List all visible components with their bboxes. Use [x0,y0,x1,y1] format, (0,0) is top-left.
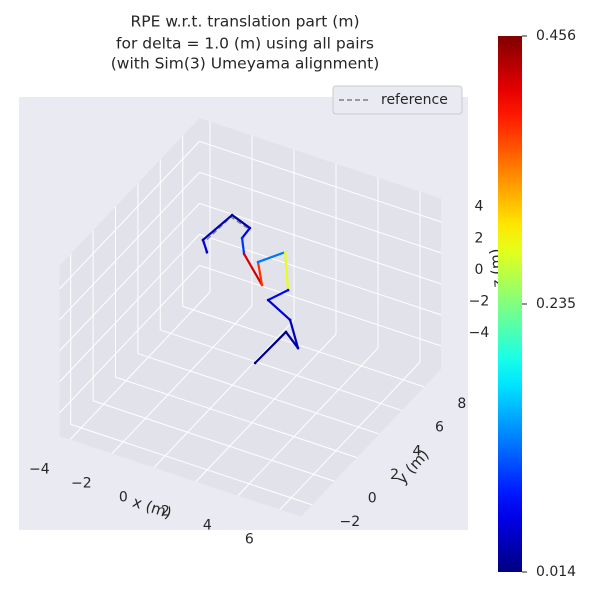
grid-line [279,361,421,510]
trajectory-segment [256,260,264,287]
colorbar-axis: 0.014 0.235 0.456 [522,28,576,580]
chart-title: RPE w.r.t. translation part (m) [130,13,359,31]
x-tick-label: −2 [71,476,92,492]
y-tick-label: −2 [339,514,360,530]
grid-line [199,140,442,223]
trajectory-segment [267,288,290,302]
trajectory-point [288,318,292,322]
y-tick-label: 2 [390,467,399,483]
grid-line [153,319,295,468]
z-tick-label: 4 [475,199,484,215]
trajectory-segment [240,236,246,256]
trajectory-segment [253,330,288,365]
trajectory-segment [284,330,300,350]
trajectory-segment [240,226,252,240]
trajectory-point [286,288,290,292]
trajectory-point [296,346,300,350]
grid-line [160,329,402,411]
trajectory-point [230,213,234,217]
grid-line [137,353,380,435]
trajectory-point [248,226,252,230]
grid-line [59,141,200,290]
trajectory-segment [284,251,290,292]
grid-line [59,172,200,321]
y-tick-label: 4 [413,443,422,459]
x-tick-label: 2 [161,504,170,520]
grid-line [199,264,442,347]
trajectory-segment [231,213,252,230]
grid-line [195,333,337,482]
trajectory-point [256,260,260,264]
grid-line [199,202,442,285]
trajectory-point [205,250,209,254]
z-tick-label: 0 [475,262,484,278]
legend: reference [332,85,463,115]
grid-line [92,400,335,482]
grid-line [182,305,425,388]
grid-line [237,347,379,496]
trajectory-segment [201,238,209,254]
chart-subtitle: for delta = 1.0 (m) using all pairs [116,35,374,53]
grid-line [70,423,313,506]
trajectory-segment [267,298,292,322]
grid-line [69,291,211,440]
trajectory-point [253,361,257,365]
grid-line [59,265,200,414]
trajectory-segment [201,213,234,242]
reference-line [203,216,250,255]
y-tick-label: 8 [457,396,466,412]
trajectory-segment [256,251,287,264]
trajectory-point [242,252,246,256]
x-tick-label: 4 [203,518,212,534]
colorbar [498,36,522,572]
colorbar-tick-label: 0.456 [536,28,576,44]
chart-subtitle: (with Sim(3) Umeyama alignment) [111,55,380,73]
trajectory-segment [289,318,300,350]
legend-label: reference [381,92,448,108]
pane [59,288,441,517]
grid-line [199,171,442,254]
grid-line [199,233,442,316]
z-tick-label: 2 [475,230,484,246]
trajectory-point [240,236,244,240]
grid-line [111,305,253,454]
x-tick-label: 0 [119,490,128,506]
trajectory-point [284,330,288,334]
y-tick-label: 0 [368,490,377,506]
trajectory-point [283,250,287,254]
trajectory-segment [242,252,264,287]
grid-line [59,203,200,352]
grid-line [59,234,200,383]
trajectory-point [266,298,270,302]
legend-box [332,85,463,115]
z-tick-label: −2 [469,294,490,310]
colorbar-tick-label: 0.014 [536,564,576,580]
trajectory-point [201,238,205,242]
y-tick-label: 6 [435,420,444,436]
grid-line [115,376,358,459]
trajectory-point [260,283,264,287]
x-tick-label: −4 [29,462,50,478]
colorbar-tick-label: 0.235 [536,296,576,312]
z-tick-label: −4 [469,325,490,341]
x-tick-label: 6 [245,532,254,548]
